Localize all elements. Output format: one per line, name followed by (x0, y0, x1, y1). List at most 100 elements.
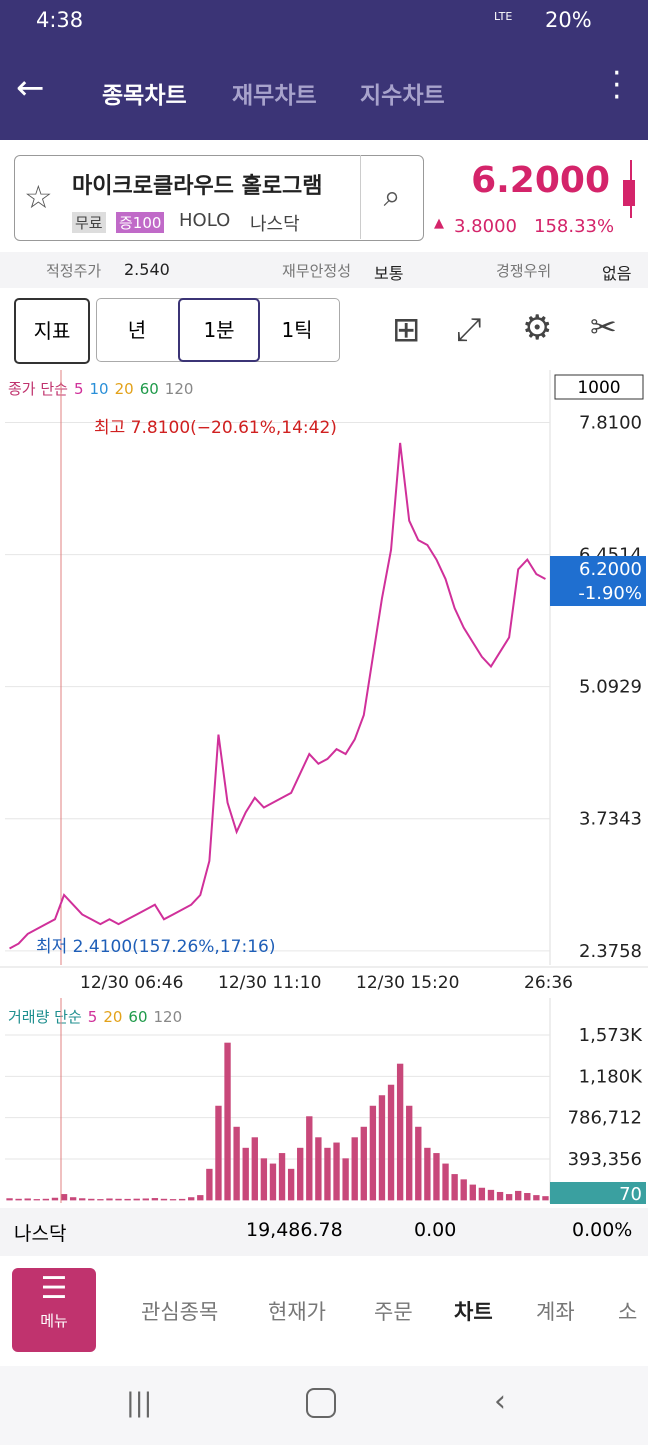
volume-bar (360, 1126, 367, 1201)
stock-box[interactable] (14, 155, 424, 241)
info-label: 경쟁우위 (496, 262, 552, 280)
recents[interactable]: ||| (126, 1388, 153, 1418)
more-menu[interactable]: · · · (612, 56, 622, 115)
volume-bar (242, 1147, 249, 1201)
volume-bar (415, 1126, 422, 1201)
volume-bar (306, 1116, 313, 1201)
low-note: 최저 2.4100(157.26%,17:16) (36, 937, 275, 957)
badge (550, 1182, 646, 1204)
network: LTE (494, 10, 513, 23)
volume-bar (505, 1194, 513, 1201)
info-value: 없음 (602, 264, 632, 283)
volume-bar (324, 1147, 331, 1201)
system-nav (0, 1366, 648, 1445)
index-name: 나스닥 (14, 1223, 67, 1245)
volume-bar (533, 1195, 540, 1201)
info-value: 2.540 (124, 260, 170, 279)
button[interactable]: 지표 (14, 298, 90, 364)
star[interactable]: ☆ (24, 178, 53, 216)
index-change-pct: 0.00% (572, 1219, 633, 1241)
x-tick-label: 12/30 06:46 (80, 973, 183, 993)
nav-item[interactable]: 소 (618, 1300, 638, 1324)
y-tick-label: 393,356 (568, 1149, 642, 1170)
legend-title: 거래량 단순 (8, 1008, 82, 1026)
y-tick-label: 786,712 (568, 1108, 642, 1129)
volume-bar (51, 1197, 59, 1201)
y-tick-label: 5.0929 (579, 677, 642, 698)
time: 4:38 (36, 8, 84, 32)
volume-bar (469, 1184, 476, 1201)
volume-bar (269, 1163, 277, 1201)
volume-bar (133, 1198, 140, 1201)
price-line (9, 442, 546, 950)
volume-bar (6, 1198, 13, 1201)
x-tick-label: 12/30 15:20 (356, 973, 459, 993)
volume-bar (79, 1198, 86, 1201)
volume-bar (496, 1191, 504, 1201)
high-note: 최고 7.8100(−20.61%,14:42) (94, 418, 337, 438)
volume-bar (197, 1195, 204, 1201)
volume-bar (451, 1174, 458, 1201)
button[interactable]: 1틱 (281, 318, 313, 342)
unit-box (554, 374, 644, 400)
volume-bar (224, 1042, 231, 1201)
search[interactable]: ⌕ (360, 155, 423, 239)
volume-bar (188, 1197, 195, 1201)
tag: 무료 (72, 212, 106, 233)
volume-bar (24, 1198, 31, 1201)
button[interactable]: 1분 (178, 298, 260, 362)
volume-bar (60, 1194, 68, 1201)
back-button[interactable]: ← (16, 68, 45, 108)
volume-bar (387, 1084, 395, 1201)
nav-item[interactable]: 주문 (374, 1300, 413, 1324)
y-tick-label: 3.7343 (579, 809, 642, 830)
tab[interactable]: 종목차트 (102, 83, 187, 109)
tag: 증100 (116, 212, 165, 233)
index-value: 19,486.78 (246, 1219, 343, 1241)
volume-bar (487, 1189, 495, 1201)
nav-item[interactable]: 관심종목 (141, 1300, 219, 1324)
legend-item: 10 (90, 380, 109, 398)
settings-icon[interactable]: ⚙ (522, 308, 553, 348)
volume-bar (433, 1153, 440, 1201)
volume-bar (287, 1168, 295, 1201)
info-value: 보통 (374, 264, 404, 283)
volume-bar (69, 1197, 77, 1201)
nav-item[interactable]: 현재가 (268, 1300, 326, 1324)
nav-item[interactable]: 차트 (454, 1300, 493, 1324)
menu-label: 메뉴 (40, 1312, 68, 1330)
button[interactable]: 년 (127, 318, 147, 342)
nav-item[interactable]: 계좌 (536, 1300, 575, 1324)
volume-bar (160, 1198, 168, 1201)
x-tick-label: 12/30 11:10 (218, 973, 321, 993)
volume-bar (88, 1198, 95, 1201)
info-label: 적정주가 (46, 262, 102, 280)
y-tick-label: 1,573K (579, 1025, 644, 1046)
volume-bar (442, 1163, 449, 1201)
volume-chart: 1,573K 1,180K 786,712 393,356 거래량 단순 5 20 60 120… (5, 998, 646, 1205)
layout-icon[interactable]: ⊞ (392, 310, 421, 350)
volume-bar (460, 1179, 467, 1201)
info-bar (0, 252, 648, 288)
tools-icon[interactable]: ✂ (590, 308, 617, 346)
volume-bar (251, 1137, 258, 1201)
change: 3.8000 (454, 216, 517, 237)
tab[interactable]: 재무차트 (232, 83, 317, 109)
back[interactable]: ‹ (494, 1384, 506, 1419)
volume-bar (42, 1198, 50, 1201)
expand-icon[interactable]: ⤢ (456, 310, 482, 348)
volume-bar (351, 1137, 358, 1201)
home[interactable] (306, 1388, 336, 1418)
up-arrow: ▲ (434, 216, 444, 231)
volume-bar (515, 1190, 522, 1201)
legend-item: 60 (128, 1008, 147, 1026)
tab[interactable]: 지수차트 (360, 83, 445, 109)
ticker: HOLO (179, 210, 231, 231)
volume-bar (15, 1198, 22, 1201)
market: 나스닥 (250, 214, 300, 235)
volume-bar (97, 1199, 104, 1201)
legend-item: 60 (140, 380, 159, 398)
menu-button[interactable]: ☰ 메뉴 (12, 1268, 96, 1352)
unit-box-text: 1000 (577, 378, 620, 398)
